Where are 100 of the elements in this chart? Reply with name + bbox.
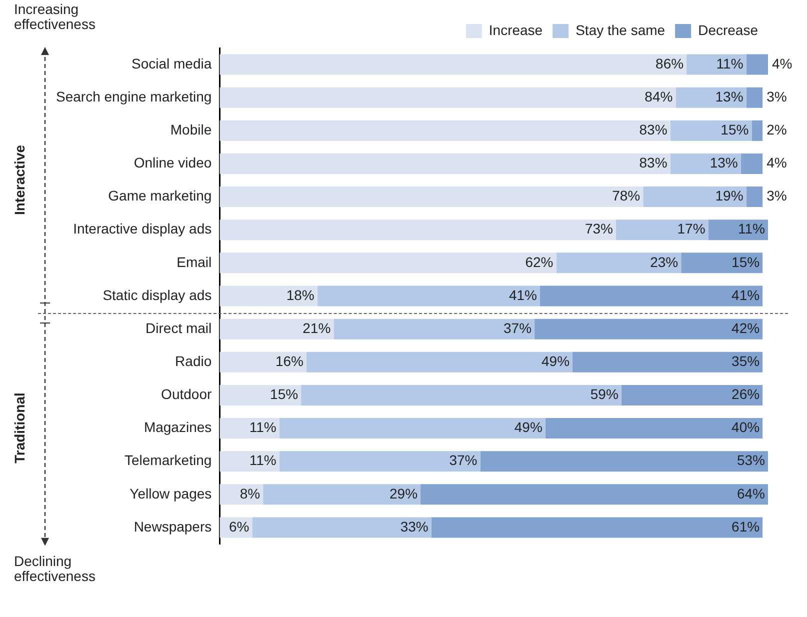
bar — [746, 87, 763, 108]
data-label: 73% — [584, 220, 613, 237]
data-label: 53% — [736, 452, 765, 468]
bar — [306, 352, 573, 372]
data-label: 15% — [732, 254, 760, 270]
bar — [534, 318, 763, 340]
data-label: 62% — [525, 254, 554, 270]
data-label: 49% — [542, 352, 570, 369]
y-tick-label: Search engine marketing — [56, 88, 212, 104]
data-label: 37% — [504, 320, 532, 336]
data-label: 11% — [738, 220, 765, 237]
bar — [220, 87, 676, 108]
bar — [480, 451, 768, 472]
data-label: 64% — [736, 485, 765, 502]
data-label: 78% — [612, 188, 640, 204]
y-tick-label: Game marketing — [108, 188, 212, 204]
bar — [301, 384, 622, 406]
bar — [670, 153, 741, 174]
data-label: 26% — [732, 386, 760, 402]
bar — [752, 120, 763, 141]
bar — [431, 517, 763, 538]
bar — [279, 418, 546, 439]
data-label: 17% — [677, 220, 706, 237]
data-label: 84% — [644, 88, 673, 104]
data-label: 49% — [514, 419, 542, 436]
data-label: 11% — [249, 419, 276, 436]
text: Traditional — [12, 392, 28, 464]
bar — [746, 54, 768, 75]
text: Declining effectiveness — [14, 553, 96, 584]
data-label: 23% — [650, 254, 678, 270]
bar — [220, 451, 280, 472]
data-label: 3% — [766, 188, 787, 204]
data-label: 83% — [639, 122, 668, 138]
data-label: 15% — [270, 386, 298, 402]
bar — [643, 186, 746, 208]
data-label: 11% — [716, 55, 744, 72]
legend-label: Decrease — [698, 22, 758, 38]
bar — [740, 153, 763, 174]
bar — [263, 484, 421, 505]
data-label: 42% — [732, 320, 760, 336]
data-label: 33% — [400, 518, 428, 534]
bar — [220, 318, 334, 340]
bar — [708, 220, 768, 240]
data-label: 13% — [715, 88, 744, 104]
bar — [676, 87, 746, 108]
data-label: 15% — [720, 122, 749, 138]
bar — [220, 286, 318, 306]
y-tick-label: Yellow pages — [130, 485, 212, 502]
bar — [334, 318, 535, 340]
legend-label: Increase — [488, 22, 543, 38]
data-label: 21% — [302, 320, 331, 336]
data-label: 4% — [766, 154, 787, 171]
data-label: 6% — [228, 518, 250, 534]
text: Increasing effectiveness — [14, 1, 96, 32]
bar — [681, 252, 763, 274]
y-tick-label: Radio — [175, 352, 212, 369]
bar — [545, 418, 763, 439]
bar — [220, 120, 670, 141]
data-label: 41% — [508, 286, 537, 303]
data-label: 8% — [240, 485, 260, 502]
bar — [746, 186, 763, 208]
data-label: 19% — [715, 188, 744, 204]
bar — [220, 54, 687, 75]
bar — [616, 220, 708, 240]
bar — [317, 286, 540, 306]
data-label: 16% — [275, 352, 304, 369]
data-label: 29% — [390, 485, 418, 502]
bar — [621, 384, 763, 406]
legend-label: Stay the same — [576, 22, 666, 38]
y-tick-label: Static display ads — [102, 286, 212, 303]
bar — [220, 252, 556, 274]
data-label: 41% — [732, 286, 760, 303]
bar — [279, 451, 480, 472]
data-label: 3% — [766, 88, 787, 104]
text: Interactive — [12, 145, 28, 216]
bar — [420, 484, 768, 505]
y-tick-label: Magazines — [144, 419, 212, 436]
bar — [572, 352, 763, 372]
data-label: 11% — [249, 452, 276, 468]
y-tick-label: Online video — [134, 154, 212, 171]
data-label: 18% — [286, 286, 314, 303]
bar — [540, 286, 763, 306]
bar — [220, 220, 616, 240]
y-tick-label: Telemarketing — [124, 452, 212, 468]
bar — [220, 352, 307, 372]
bar — [220, 186, 644, 208]
bar — [220, 418, 280, 439]
data-label: 83% — [639, 154, 668, 171]
bar — [252, 517, 432, 538]
bar — [220, 153, 670, 174]
data-label: 13% — [710, 154, 738, 171]
y-tick-label: Direct mail — [146, 320, 212, 336]
data-label: 61% — [732, 518, 760, 534]
data-label: 59% — [590, 386, 618, 402]
bar — [686, 54, 746, 75]
bar — [670, 120, 752, 141]
y-tick-label: Newspapers — [134, 518, 212, 534]
data-label: 37% — [449, 452, 478, 468]
y-tick-label: Interactive display ads — [73, 220, 212, 237]
y-tick-label: Outdoor — [161, 386, 212, 402]
